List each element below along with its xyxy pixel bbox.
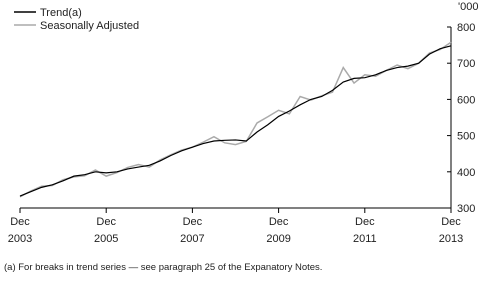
x-tick-label: 2007	[180, 233, 204, 245]
x-tick-label: Dec	[10, 216, 30, 228]
x-tick-label: Dec	[355, 216, 375, 228]
unit-label: '000	[458, 1, 478, 13]
y-tick-label: 800	[457, 22, 475, 34]
footnote: (a) For breaks in trend series — see par…	[4, 262, 322, 273]
x-tick-label: 2003	[8, 233, 32, 245]
y-tick-label: 700	[457, 58, 475, 70]
x-tick-label: Dec	[183, 216, 203, 228]
series-line	[19, 45, 452, 197]
x-tick-label: 2005	[94, 233, 118, 245]
series-line	[19, 41, 452, 198]
x-tick-label: Dec	[441, 216, 461, 228]
y-tick-label: 300	[457, 203, 475, 215]
y-tick-label: 500	[457, 131, 475, 143]
x-tick-label: 2009	[266, 233, 290, 245]
x-tick-label: 2011	[353, 233, 377, 245]
x-tick-label: Dec	[269, 216, 289, 228]
legend-label: Seasonally Adjusted	[40, 20, 139, 32]
x-tick-label: 2013	[439, 233, 463, 245]
legend-label: Trend(a)	[40, 7, 82, 19]
y-tick-label: 600	[457, 94, 475, 106]
x-tick-label: Dec	[96, 216, 116, 228]
y-tick-label: 400	[457, 167, 475, 179]
